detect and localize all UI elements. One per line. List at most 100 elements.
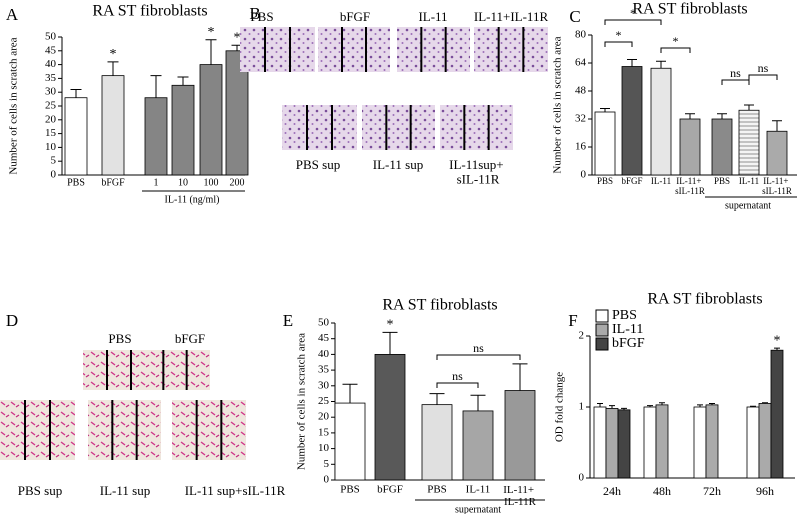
bar	[766, 130, 788, 176]
error-bar	[205, 39, 217, 65]
y-tick-label: 25	[318, 395, 330, 407]
image-label: bFGF	[175, 331, 205, 346]
image-label: bFGF	[340, 9, 370, 24]
x-tick-label: IL-11+ sIL-11R	[762, 176, 792, 196]
bar	[593, 406, 607, 479]
x-tick-label: 10	[178, 177, 188, 188]
x-tick-label: IL-11	[466, 484, 491, 496]
image-label: PBS sup	[296, 157, 340, 172]
x-tick-label: 24h	[603, 484, 621, 498]
y-tick-label: 2	[579, 330, 585, 342]
legend-swatch	[595, 337, 609, 351]
error-bar	[772, 120, 782, 132]
error-bar	[774, 347, 780, 351]
error-bar	[600, 108, 610, 112]
y-tick-label: 35	[318, 364, 330, 376]
y-tick-label: 64	[575, 57, 587, 69]
error-bar	[750, 405, 756, 407]
x-tick-label: 96h	[756, 484, 774, 498]
micrograph	[240, 27, 315, 72]
bracket-label: ns	[473, 341, 484, 355]
bar	[650, 67, 672, 176]
group-label: IL-11 (ng/ml)	[165, 194, 220, 205]
bar	[711, 118, 733, 176]
panel-letter: E	[283, 311, 293, 330]
group-label: supernatant	[455, 504, 501, 514]
legend-swatch	[595, 323, 609, 337]
bracket-label: *	[673, 34, 679, 48]
micrograph	[362, 105, 435, 150]
bar	[421, 404, 453, 481]
y-tick-label: 30	[45, 86, 57, 98]
bracket-label: *	[616, 28, 622, 42]
x-tick-label: PBS	[714, 176, 730, 186]
bar	[679, 118, 701, 176]
x-tick-label: PBS	[340, 484, 360, 496]
image-label: IL-11sup+ sIL-11R	[449, 157, 507, 186]
bar	[594, 111, 616, 176]
significance-mark: *	[110, 47, 117, 62]
y-tick-label: 15	[45, 127, 57, 139]
bar	[144, 97, 168, 176]
image-label: PBS sup	[18, 483, 62, 498]
y-tick-label: 0	[324, 474, 330, 486]
x-tick-label: IL-11+ sIL-11R	[675, 176, 705, 196]
x-tick-label: bFGF	[377, 484, 403, 496]
error-bar	[717, 113, 727, 119]
bar	[705, 404, 719, 479]
significance-mark: *	[774, 333, 781, 348]
error-bar	[762, 402, 768, 404]
micrograph	[140, 350, 210, 390]
error-bar	[697, 404, 703, 407]
significance-mark: *	[234, 30, 241, 45]
bar	[643, 406, 657, 479]
error-bar	[382, 331, 398, 355]
error-bar	[150, 75, 162, 98]
error-bar	[70, 88, 82, 98]
y-tick-label: 10	[318, 442, 330, 454]
bar	[171, 84, 195, 176]
micrograph	[282, 105, 357, 150]
error-bar	[429, 393, 445, 405]
error-bar	[627, 59, 637, 67]
bracket-label: *	[630, 6, 636, 20]
bar	[605, 408, 619, 479]
y-tick-label: 45	[45, 44, 57, 56]
legend-label: PBS	[612, 308, 637, 323]
image-label: PBS	[250, 9, 273, 24]
error-bar	[512, 363, 528, 391]
legend-label: IL-11	[612, 322, 643, 337]
x-tick-label: PBS	[427, 484, 447, 496]
image-label: IL-11 sup+sIL-11R	[185, 483, 286, 498]
micrograph	[318, 27, 390, 72]
image-label: IL-11+IL-11R	[474, 9, 549, 24]
image-label: PBS	[108, 331, 131, 346]
y-tick-label: 25	[45, 100, 57, 112]
x-tick-label: 100	[204, 177, 219, 188]
error-bar	[107, 61, 119, 76]
error-bar	[656, 60, 666, 69]
bracket	[604, 19, 662, 25]
micrograph	[88, 400, 161, 460]
bracket	[436, 382, 479, 388]
x-tick-label: IL-11+ IL-11R	[503, 484, 537, 508]
bracket-label: ns	[452, 369, 463, 383]
x-tick-label: 48h	[653, 484, 671, 498]
x-tick-label: bFGF	[621, 176, 642, 186]
bracket-label: ns	[758, 61, 769, 75]
bar	[101, 75, 125, 176]
chart-title: RA ST fibroblasts	[632, 1, 747, 18]
micrograph	[440, 105, 513, 150]
bracket	[604, 41, 633, 47]
group-label: supernatant	[725, 200, 771, 211]
micrograph	[172, 400, 246, 460]
panel-letter: C	[569, 7, 580, 26]
bar	[758, 403, 772, 479]
x-tick-label: 1	[154, 177, 159, 188]
y-tick-label: 45	[318, 332, 330, 344]
image-label: IL-11	[418, 9, 447, 24]
error-bar	[177, 76, 189, 86]
bracket-label: ns	[730, 66, 741, 80]
panel-letter: D	[6, 311, 18, 330]
error-bar	[470, 394, 486, 411]
